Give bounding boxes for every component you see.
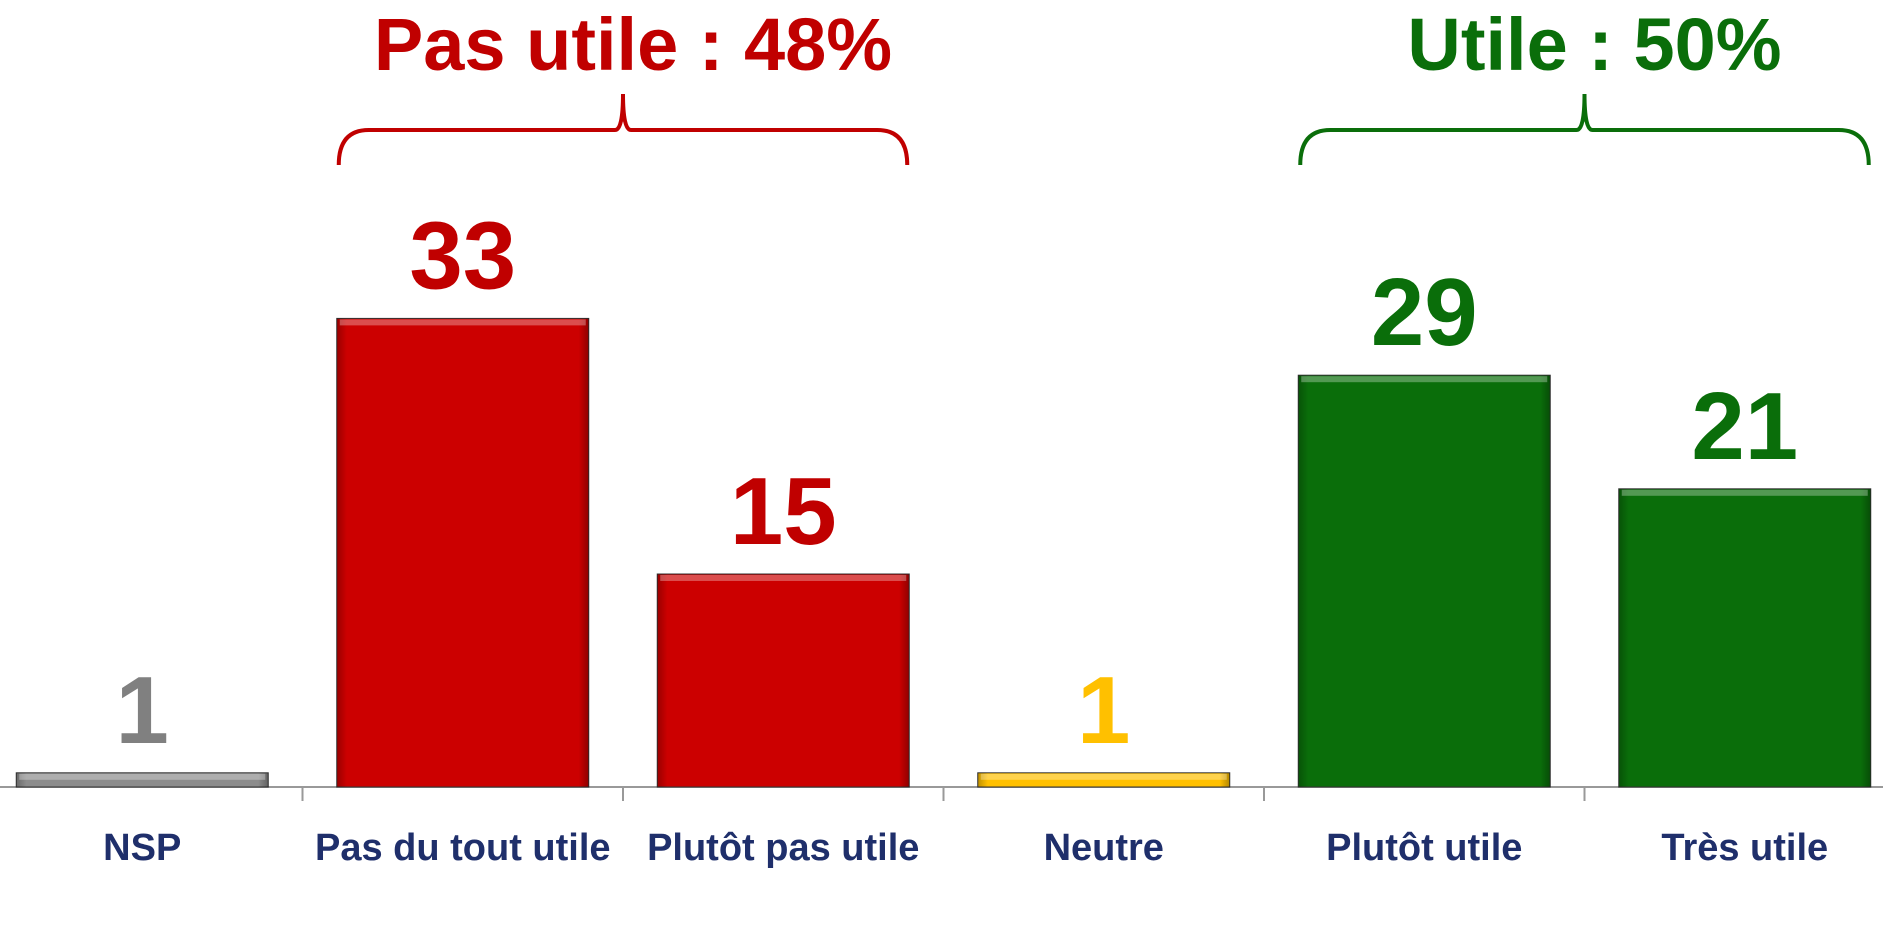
x-tick-label: Très utile	[1661, 827, 1829, 869]
bar-shade	[16, 772, 269, 787]
bar-shade	[977, 772, 1230, 787]
data-label: 33	[409, 202, 516, 309]
bar-shade	[1618, 488, 1871, 787]
x-tick-label: Plutôt pas utile	[647, 827, 920, 869]
bar-highlight	[19, 773, 266, 780]
bar-highlight	[660, 575, 907, 581]
bar-highlight	[1621, 489, 1868, 496]
data-label: 1	[1077, 657, 1130, 764]
x-tick-label: Pas du tout utile	[314, 827, 611, 869]
x-tick-label: Plutôt utile	[1326, 827, 1523, 869]
x-tick-label: Neutre	[1043, 827, 1164, 869]
bar-shade	[1298, 375, 1551, 787]
annotation: Pas utile : 48%	[374, 3, 892, 86]
bar-highlight	[980, 773, 1227, 780]
bracket	[336, 93, 910, 166]
bar-highlight	[339, 319, 586, 326]
bar-highlight	[1301, 376, 1548, 383]
data-label: 29	[1371, 259, 1478, 366]
x-tick-label: NSP	[103, 827, 182, 869]
data-label: 21	[1691, 373, 1798, 480]
bar-shade	[657, 574, 910, 787]
data-label: 1	[116, 657, 169, 764]
annotation: Utile : 50%	[1407, 3, 1781, 86]
bar-shade	[336, 318, 589, 787]
bracket	[1298, 93, 1871, 166]
data-label: 15	[730, 458, 837, 565]
